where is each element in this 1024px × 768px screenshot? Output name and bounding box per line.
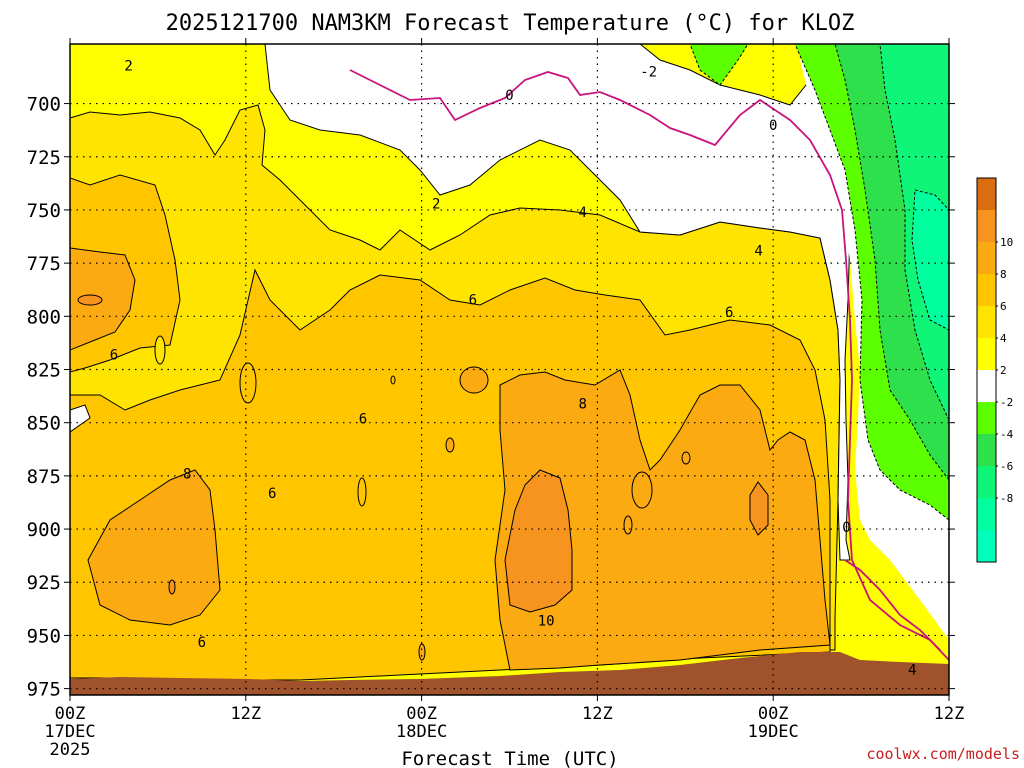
terrain-ground (70, 652, 949, 695)
legend-label: -6 (1000, 460, 1013, 473)
x-tick-label: 12Z (934, 704, 965, 724)
contour-label: 4 (579, 205, 587, 221)
legend-swatch (977, 242, 996, 274)
legend-label: 2 (1000, 364, 1007, 377)
legend-label: 8 (1000, 268, 1007, 281)
y-tick-label: 750 (27, 200, 61, 222)
y-tick-label: 725 (27, 147, 61, 169)
field-8-10-b (87, 469, 221, 626)
legend-label: 10 (1000, 236, 1013, 249)
contour-label: 0 (769, 118, 777, 134)
legend-swatch (977, 530, 996, 562)
contour-cell-11 (390, 375, 396, 385)
color-legend: 10 8 6 4 2 -2 -4 -6 -8 (976, 177, 1014, 563)
y-tick-label: 975 (27, 679, 61, 701)
x-tick-label: 00Z (406, 704, 437, 724)
contour-cell-10 (168, 579, 176, 595)
field-8-10-c (494, 369, 831, 671)
x-tick-date: 19DEC (748, 722, 799, 742)
contour-cell-3 (459, 366, 489, 394)
x-tick-date: 17DEC (44, 722, 95, 742)
legend-label: -4 (1000, 428, 1014, 441)
chart-title: 2025121700 NAM3KM Forecast Temperature (… (166, 11, 855, 36)
legend-swatch (977, 306, 996, 338)
zero-isotherm-lower (844, 559, 941, 651)
legend-swatch (977, 178, 996, 210)
y-tick-label: 950 (27, 625, 61, 647)
contour-cell-5 (357, 477, 367, 507)
y-tick-label: 700 (27, 94, 61, 116)
legend-label: -8 (1000, 492, 1013, 505)
legend-swatch (977, 498, 996, 530)
x-axis-label: Forecast Time (UTC) (401, 748, 618, 768)
field-minus2-top-patch (689, 44, 749, 86)
legend-swatch (977, 434, 996, 466)
contour-cell-6 (623, 515, 633, 535)
y-tick-label: 875 (27, 466, 61, 488)
contour-label: 4 (754, 243, 762, 259)
contour-cell-1 (239, 362, 257, 404)
contour-label: 8 (579, 397, 587, 413)
contour-label: 0 (842, 520, 850, 536)
contour-cell-7 (445, 437, 455, 453)
legend-label: 6 (1000, 300, 1007, 313)
x-tick-date: 18DEC (396, 722, 447, 742)
y-tick-label: 825 (27, 360, 61, 382)
contour-label: 4 (908, 662, 916, 678)
legend-frame (976, 177, 997, 563)
y-tick-label: 900 (27, 519, 61, 541)
credit-text: coolwx.com/models (866, 745, 1020, 763)
plot-area: 2 -2 0 0 2 4 4 6 6 6 8 6 8 6 0 10 6 4 (70, 44, 949, 695)
contour-label: 0 (505, 88, 513, 104)
contour-label: 6 (268, 486, 276, 502)
contour-label: 10 (538, 614, 555, 630)
legend-swatch (977, 210, 996, 242)
contour-cell-8 (77, 294, 103, 306)
contour-label: 8 (183, 467, 191, 483)
x-tick-label: 00Z (758, 704, 789, 724)
contour-label: 6 (198, 635, 206, 651)
contour-label: 6 (725, 305, 733, 321)
legend-swatch (977, 402, 996, 434)
x-tick-label: 12Z (230, 704, 261, 724)
y-tick-label: 800 (27, 306, 61, 328)
legend-swatch (977, 370, 996, 402)
field-8-10-a (70, 247, 136, 351)
field-left-notch (70, 404, 91, 433)
x-tick-label: 12Z (582, 704, 613, 724)
field-10-12 (504, 469, 573, 613)
contour-labels: 2 -2 0 0 2 4 4 6 6 6 8 6 8 6 0 10 6 4 (110, 58, 917, 678)
legend-swatch (977, 466, 996, 498)
contour-cell-2 (154, 335, 166, 365)
contour-cell-9 (681, 451, 691, 465)
field-10-12-b (749, 481, 769, 536)
contour-cell-4 (631, 471, 653, 509)
y-tick-label: 775 (27, 253, 61, 275)
field-below-minus8 (911, 189, 949, 331)
legend-label: 4 (1000, 332, 1007, 345)
grid-lines (70, 44, 949, 695)
contour-label: 2 (432, 197, 440, 213)
legend-swatch (977, 274, 996, 306)
contour-label: 2 (124, 58, 132, 74)
x-tick-label: 00Z (55, 704, 86, 724)
x-tick-year: 2025 (50, 740, 91, 760)
legend-label: -2 (1000, 396, 1013, 409)
contour-label: 6 (359, 411, 367, 427)
contour-cell-12 (418, 643, 426, 661)
y-tick-label: 850 (27, 413, 61, 435)
y-tick-label: 925 (27, 572, 61, 594)
contour-label: -2 (640, 65, 657, 81)
legend-swatch (977, 338, 996, 370)
contour-label: 6 (469, 292, 477, 308)
contour-label: 6 (110, 348, 118, 364)
